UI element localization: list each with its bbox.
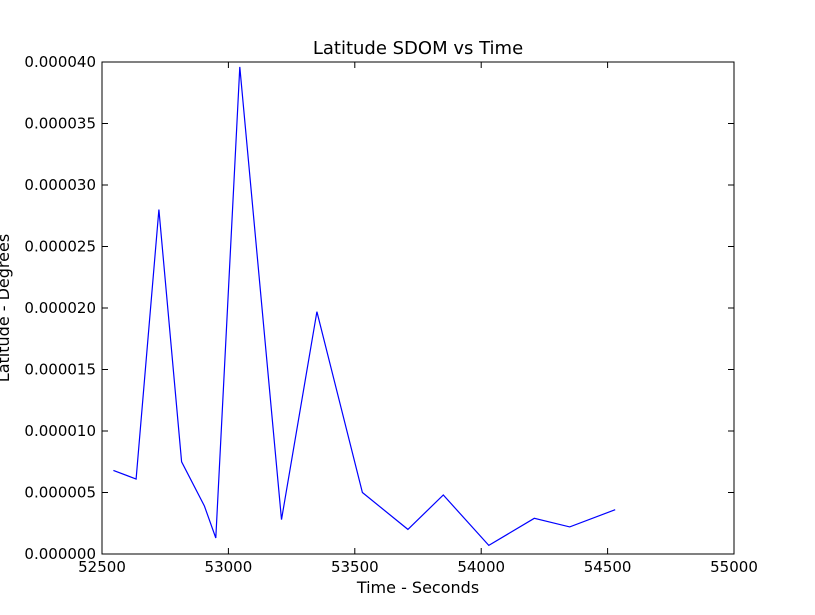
y-tick-label: 0.000035	[24, 115, 96, 133]
y-tick-label: 0.000025	[24, 238, 96, 256]
y-tick-label: 0.000040	[24, 53, 96, 71]
y-tick-label: 0.000000	[24, 545, 96, 563]
y-tick-label: 0.000010	[24, 422, 96, 440]
x-tick-label: 52500	[78, 558, 126, 576]
x-axis-label: Time - Seconds	[356, 578, 479, 597]
x-tick-label: 54000	[457, 558, 505, 576]
x-tick-label: 54500	[584, 558, 632, 576]
y-tick-label: 0.000020	[24, 299, 96, 317]
plot-area: 52500 53000 53500 54000 54500 55000 0.000000 0.…	[24, 53, 757, 576]
x-tick-label: 53000	[205, 558, 253, 576]
plot-frame	[101, 61, 735, 555]
x-tick-label: 55000	[710, 558, 758, 576]
y-tick-label: 0.000015	[24, 361, 96, 379]
series-line-0	[113, 66, 616, 547]
y-tick-label: 0.000005	[24, 484, 96, 502]
y-axis-label: Latitude - Degrees	[0, 234, 13, 382]
x-tick-label: 53500	[331, 558, 379, 576]
chart-title: Latitude SDOM vs Time	[313, 38, 523, 59]
y-tick-label: 0.000030	[24, 176, 96, 194]
